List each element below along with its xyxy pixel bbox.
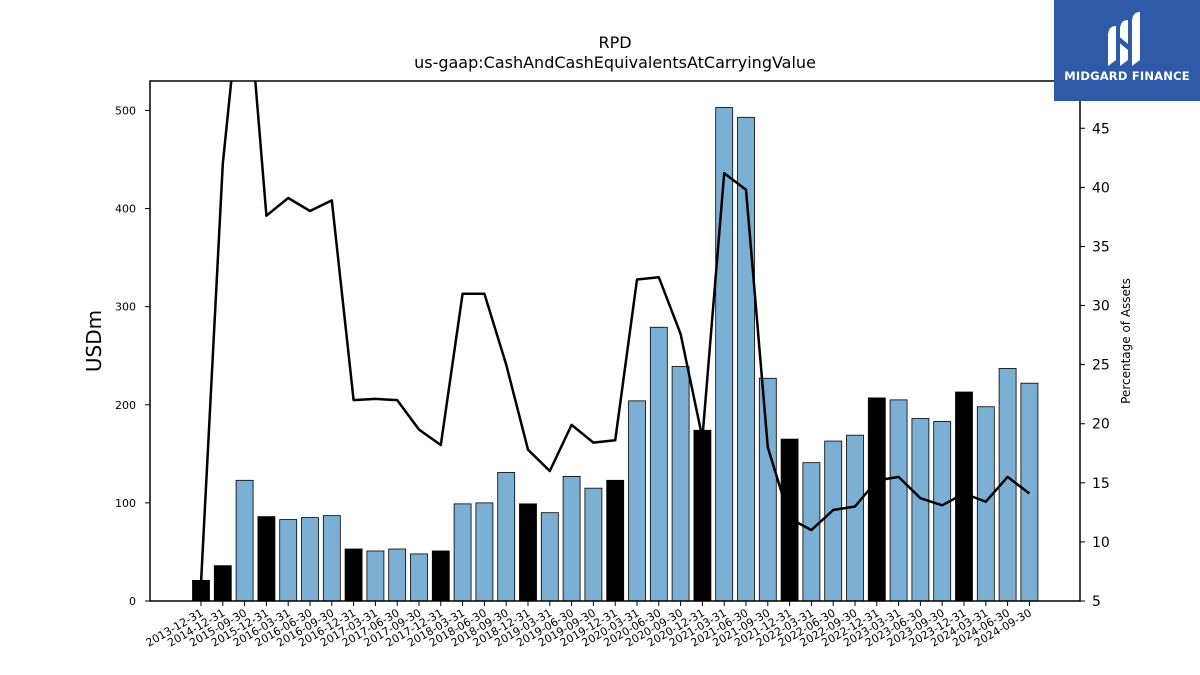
- bar-2023-09-30: [933, 421, 952, 602]
- y-axis-left: 0 100 200 300 400 500: [115, 104, 150, 608]
- y2-tick-label: 40: [1092, 180, 1110, 196]
- bar-2013-12-31: [192, 579, 210, 602]
- bar-2019-12-31: [606, 479, 625, 602]
- line-group: [199, 81, 1031, 584]
- brand-logo: MIDGARD FINANCE: [1054, 0, 1200, 101]
- y-tick-label: 500: [115, 104, 136, 117]
- bar-2023-03-31: [889, 399, 908, 602]
- bar-2022-12-31: [867, 397, 886, 602]
- bar-group: [192, 107, 1039, 602]
- bar-2019-06-30: [562, 475, 581, 602]
- bar-2022-03-31: [802, 462, 821, 602]
- chart-subtitle: us-gaap:CashAndCashEquivalentsAtCarrying…: [414, 53, 816, 72]
- y-tick-label: 100: [115, 497, 136, 510]
- bar-2016-03-31: [279, 519, 298, 602]
- midgard-m-logo-icon: [1108, 12, 1140, 66]
- bar-2021-09-30: [758, 377, 777, 602]
- x-axis: 2013-12-312014-12-312015-09-302015-12-31…: [144, 601, 1034, 650]
- y-axis-label: USDm: [82, 310, 106, 372]
- bar-2020-09-30: [671, 366, 690, 602]
- y2-tick-label: 10: [1092, 535, 1110, 551]
- percentage-line: [199, 81, 1031, 584]
- bar-2017-12-31: [431, 550, 450, 602]
- y2-tick-label: 5: [1092, 594, 1101, 610]
- bar-2016-09-30: [322, 515, 341, 602]
- y2-tick-label: 30: [1092, 299, 1110, 315]
- bar-2014-12-31: [213, 565, 232, 602]
- bar-2020-12-31: [693, 429, 712, 602]
- bar-2017-06-30: [388, 548, 407, 602]
- bar-2019-03-31: [540, 512, 559, 602]
- chart-title: RPD: [598, 33, 631, 52]
- y-tick-label: 0: [129, 595, 136, 608]
- bar-2018-03-31: [453, 503, 472, 602]
- bar-2016-06-30: [301, 517, 319, 602]
- y2-tick-label: 25: [1092, 358, 1110, 374]
- bar-2015-09-30: [235, 479, 254, 602]
- y2-tick-label: 15: [1092, 476, 1110, 492]
- y2-tick-label: 20: [1092, 417, 1110, 433]
- brand-name: MIDGARD FINANCE: [1064, 69, 1190, 83]
- bar-2018-12-31: [519, 503, 537, 602]
- bar-2017-09-30: [410, 553, 428, 602]
- bar-2021-12-31: [780, 438, 799, 602]
- y2-axis-label: Percentage of Assets: [1119, 278, 1133, 404]
- y-tick-label: 400: [115, 203, 136, 216]
- y2-tick-label: 35: [1092, 239, 1110, 255]
- y-tick-label: 300: [115, 301, 136, 314]
- bar-2022-09-30: [846, 434, 864, 602]
- y2-tick-label: 45: [1092, 121, 1110, 137]
- bar-2023-06-30: [911, 418, 930, 602]
- bar-2016-12-31: [344, 548, 363, 602]
- bar-2022-06-30: [824, 440, 843, 602]
- bar-2015-12-31: [257, 516, 276, 602]
- bar-2020-03-31: [628, 400, 646, 602]
- bar-2017-03-31: [366, 550, 385, 602]
- y-tick-label: 200: [115, 399, 136, 412]
- bar-2018-09-30: [497, 472, 516, 602]
- bar-2020-06-30: [649, 326, 668, 602]
- bar-2019-09-30: [584, 487, 603, 602]
- y-axis-right: 5 10 15 20 25 30 35 40 45: [1080, 121, 1110, 610]
- bar-2018-06-30: [475, 502, 494, 602]
- bar-2024-03-31: [976, 406, 995, 602]
